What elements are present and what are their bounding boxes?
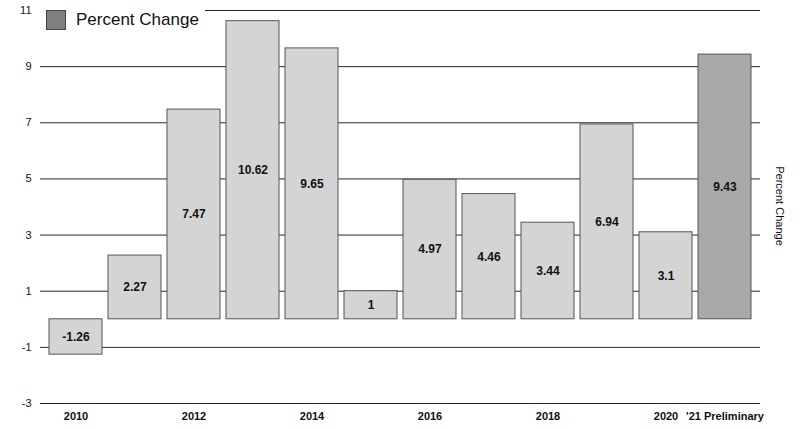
svg-text:2012: 2012 [182,410,206,422]
svg-text:9: 9 [25,60,31,72]
svg-text:-1.26: -1.26 [62,330,90,344]
svg-text:7.47: 7.47 [182,207,206,221]
svg-text:'21 Preliminary: '21 Preliminary [686,410,765,422]
svg-text:10.62: 10.62 [238,163,268,177]
svg-text:7: 7 [25,116,31,128]
svg-text:6.94: 6.94 [595,215,619,229]
svg-text:2018: 2018 [536,410,560,422]
svg-text:-3: -3 [22,397,32,409]
html-text:Percent Change: Percent Change [76,10,199,29]
svg-text:3.1: 3.1 [658,269,675,283]
svg-text:3: 3 [25,229,31,241]
svg-text:2.27: 2.27 [123,280,147,294]
svg-text:-1: -1 [22,341,32,353]
svg-text:2010: 2010 [64,410,88,422]
svg-text:9.65: 9.65 [300,177,324,191]
svg-text:1: 1 [25,285,31,297]
svg-text:3.44: 3.44 [536,264,560,278]
svg-text:9.43: 9.43 [713,180,737,194]
svg-text:5: 5 [25,172,31,184]
svg-text:4.46: 4.46 [477,250,501,264]
svg-text:1: 1 [368,298,375,312]
svg-text:11: 11 [20,4,31,16]
svg-text:2020: 2020 [654,410,678,422]
svg-text:2014: 2014 [300,410,325,422]
html-text:Percent Change: Percent Change [774,166,786,246]
svg-text:2016: 2016 [418,410,442,422]
svg-text:4.97: 4.97 [418,242,442,256]
